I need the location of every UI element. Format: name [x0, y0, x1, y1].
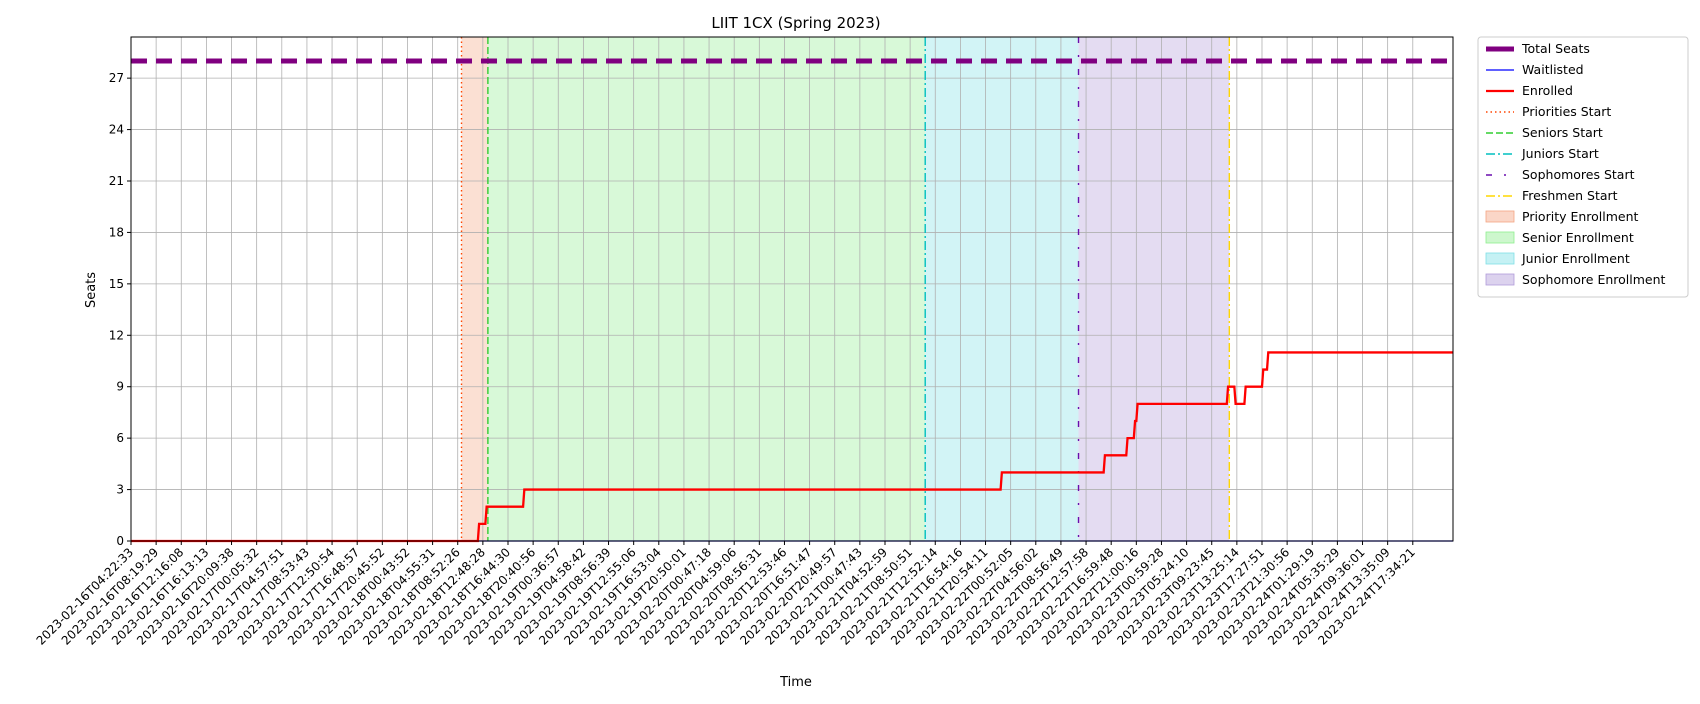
legend-item-junior-enrollment-label: Junior Enrollment: [1521, 251, 1630, 266]
chart-title: LIIT 1CX (Spring 2023): [711, 14, 880, 32]
legend-item-total-seats-label: Total Seats: [1521, 41, 1590, 56]
legend-item-enrolled-label: Enrolled: [1522, 83, 1573, 98]
y-axis-label: Seats: [84, 272, 99, 308]
series-enrolled: [131, 351, 1453, 543]
span-senior-enrollment: [487, 37, 926, 541]
legend-item-seniors-start-label: Seniors Start: [1522, 125, 1603, 140]
legend-item-waitlisted-label: Waitlisted: [1522, 62, 1584, 77]
span-junior-enrollment: [925, 37, 1079, 541]
legend-item-sophomore-enrollment-label: Sophomore Enrollment: [1522, 272, 1666, 287]
plot-frame: [130, 36, 1454, 542]
y-tick-label: 15: [109, 277, 124, 291]
legend-item-priorities-start-label: Priorities Start: [1522, 104, 1611, 119]
y-tick-label: 9: [116, 380, 124, 394]
y-tick-label: 18: [109, 225, 124, 239]
y-tick-label: 27: [109, 71, 124, 85]
plot-area: 03691215182124272023-02-16T04:22:332023-…: [34, 36, 1454, 648]
legend: Total Seats Waitlisted Enrolled Priorities …: [1477, 36, 1689, 298]
legend-item-senior-enrollment-label: Senior Enrollment: [1522, 230, 1634, 245]
span-sophomore-enrollment: [1078, 37, 1230, 541]
legend-item-sophomores-start-label: Sophomores Start: [1522, 167, 1635, 182]
span-priority-enrollment: [461, 37, 488, 541]
x-axis-label: Time: [779, 675, 812, 690]
legend-item-priority-enrollment-swatch: [1485, 210, 1515, 223]
legend-item-freshmen-start-label: Freshmen Start: [1522, 188, 1618, 203]
legend-item-sophomore-enrollment-swatch: [1485, 273, 1515, 286]
legend-item-junior-enrollment-swatch: [1485, 252, 1515, 265]
y-tick-label: 12: [109, 328, 124, 342]
y-tick-label: 6: [116, 431, 124, 445]
y-tick-label: 24: [109, 123, 124, 137]
y-tick-label: 21: [109, 174, 124, 188]
legend-item-senior-enrollment-swatch: [1485, 231, 1515, 244]
legend-box: [1477, 36, 1689, 298]
y-tick-label: 0: [116, 534, 124, 548]
legend-item-juniors-start-label: Juniors Start: [1521, 146, 1599, 161]
y-tick-label: 3: [116, 483, 124, 497]
legend-item-priority-enrollment-label: Priority Enrollment: [1522, 209, 1639, 224]
